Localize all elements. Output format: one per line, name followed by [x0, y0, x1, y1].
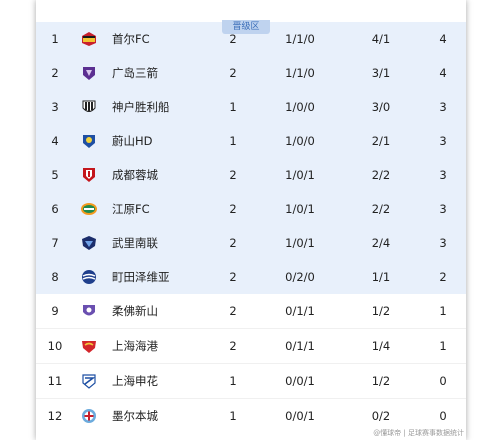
- team-name: 武里南联: [112, 236, 158, 250]
- team-name: 广岛三箭: [112, 66, 158, 80]
- team-name: 町田泽维亚: [112, 270, 170, 284]
- win-draw-loss: 0/1/1: [285, 304, 315, 318]
- matches-played: 2: [229, 236, 237, 250]
- shanghai-shenhua-crest-icon: [80, 373, 98, 389]
- matches-played: 2: [229, 339, 237, 353]
- goals-for-against: 0/2: [371, 409, 391, 423]
- goals-for-against: 1/2: [371, 374, 391, 388]
- points: 1: [439, 339, 447, 353]
- matches-played: 2: [229, 304, 237, 318]
- gangwon-fc-crest-icon: [80, 201, 98, 217]
- win-draw-loss: 1/1/0: [285, 32, 315, 46]
- win-draw-loss: 1/0/1: [285, 202, 315, 216]
- standings-panel: 晋级区 1 首尔FC 2 1/1/0 4/1 4 2 广岛三箭 2 1/1/0 3/1 4 3 神户胜利船…: [36, 0, 466, 440]
- team-name: 上海申花: [112, 374, 158, 388]
- standings-row[interactable]: 2 广岛三箭 2 1/1/0 3/1 4: [36, 56, 466, 90]
- points: 0: [439, 374, 447, 388]
- team-name: 成都蓉城: [112, 168, 158, 182]
- goals-for-against: 4/1: [371, 32, 391, 46]
- team-name: 江原FC: [112, 202, 150, 216]
- standings-row[interactable]: 6 江原FC 2 1/0/1 2/2 3: [36, 192, 466, 226]
- promotion-zone-tag: 晋级区: [222, 20, 270, 34]
- standings-row[interactable]: 3 神户胜利船 1 1/0/0 3/0 3: [36, 90, 466, 124]
- melbourne-city-crest-icon: [80, 408, 98, 424]
- goals-for-against: 2/2: [371, 168, 391, 182]
- standings-row[interactable]: 11 上海申花 1 0/0/1 1/2 0: [36, 364, 466, 399]
- points: 3: [439, 168, 447, 182]
- points: 2: [439, 270, 447, 284]
- rank-cell: 12: [47, 409, 63, 423]
- fc-seoul-crest-icon: [80, 31, 98, 47]
- standings-row[interactable]: 4 蔚山HD 1 1/0/0 2/1 3: [36, 124, 466, 158]
- ulsan-hd-crest-icon: [80, 133, 98, 149]
- points: 4: [439, 66, 447, 80]
- matches-played: 2: [229, 66, 237, 80]
- rank-cell: 4: [51, 134, 59, 148]
- watermark: @懂球帝 | 足球赛事数据统计: [373, 429, 464, 437]
- rank-cell: 3: [51, 100, 59, 114]
- points: 3: [439, 236, 447, 250]
- team-name: 神户胜利船: [112, 100, 170, 114]
- matches-played: 2: [229, 270, 237, 284]
- win-draw-loss: 0/1/1: [285, 339, 315, 353]
- team-name: 上海海港: [112, 339, 158, 353]
- rank-cell: 9: [51, 304, 59, 318]
- team-name: 墨尔本城: [112, 409, 158, 423]
- points: 3: [439, 134, 447, 148]
- win-draw-loss: 0/0/1: [285, 374, 315, 388]
- johor-darul-tazim-crest-icon: [80, 303, 98, 319]
- win-draw-loss: 1/0/1: [285, 236, 315, 250]
- shanghai-port-crest-icon: [80, 338, 98, 354]
- machida-zelvia-crest-icon: [80, 269, 98, 285]
- buriram-united-crest-icon: [80, 235, 98, 251]
- points: 1: [439, 304, 447, 318]
- goals-for-against: 3/0: [371, 100, 391, 114]
- rank-cell: 11: [47, 374, 63, 388]
- rank-cell: 5: [51, 168, 59, 182]
- goals-for-against: 2/4: [371, 236, 391, 250]
- sanfrecce-hiroshima-crest-icon: [80, 65, 98, 81]
- win-draw-loss: 0/2/0: [285, 270, 315, 284]
- team-name: 柔佛新山: [112, 304, 158, 318]
- goals-for-against: 2/1: [371, 134, 391, 148]
- rank-cell: 7: [51, 236, 59, 250]
- win-draw-loss: 1/1/0: [285, 66, 315, 80]
- matches-played: 1: [229, 100, 237, 114]
- standings-row[interactable]: 8 町田泽维亚 2 0/2/0 1/1 2: [36, 260, 466, 294]
- chengdu-rongcheng-crest-icon: [80, 167, 98, 183]
- win-draw-loss: 1/0/0: [285, 134, 315, 148]
- matches-played: 2: [229, 202, 237, 216]
- rank-cell: 10: [47, 339, 63, 353]
- win-draw-loss: 1/0/1: [285, 168, 315, 182]
- standings-row[interactable]: 7 武里南联 2 1/0/1 2/4 3: [36, 226, 466, 260]
- standings-row[interactable]: 12 墨尔本城 1 0/0/1 0/2 0: [36, 399, 466, 433]
- standings-row[interactable]: 9 柔佛新山 2 0/1/1 1/2 1: [36, 294, 466, 329]
- goals-for-against: 1/1: [371, 270, 391, 284]
- rank-cell: 6: [51, 202, 59, 216]
- matches-played: 1: [229, 409, 237, 423]
- win-draw-loss: 1/0/0: [285, 100, 315, 114]
- vissel-kobe-crest-icon: [80, 99, 98, 115]
- standings-row[interactable]: 5 成都蓉城 2 1/0/1 2/2 3: [36, 158, 466, 192]
- rank-cell: 2: [51, 66, 59, 80]
- rank-cell: 8: [51, 270, 59, 284]
- goals-for-against: 3/1: [371, 66, 391, 80]
- standings-table: 1 首尔FC 2 1/1/0 4/1 4 2 广岛三箭 2 1/1/0 3/1 4 3 神户胜利船 1 1/0…: [36, 22, 466, 433]
- goals-for-against: 1/2: [371, 304, 391, 318]
- points: 4: [439, 32, 447, 46]
- team-name: 蔚山HD: [112, 134, 153, 148]
- win-draw-loss: 0/0/1: [285, 409, 315, 423]
- goals-for-against: 2/2: [371, 202, 391, 216]
- points: 3: [439, 202, 447, 216]
- rank-cell: 1: [51, 32, 59, 46]
- matches-played: 1: [229, 134, 237, 148]
- team-name: 首尔FC: [112, 32, 150, 46]
- goals-for-against: 1/4: [371, 339, 391, 353]
- matches-played: 2: [229, 32, 237, 46]
- points: 3: [439, 100, 447, 114]
- matches-played: 1: [229, 374, 237, 388]
- matches-played: 2: [229, 168, 237, 182]
- points: 0: [439, 409, 447, 423]
- standings-row[interactable]: 10 上海海港 2 0/1/1 1/4 1: [36, 329, 466, 364]
